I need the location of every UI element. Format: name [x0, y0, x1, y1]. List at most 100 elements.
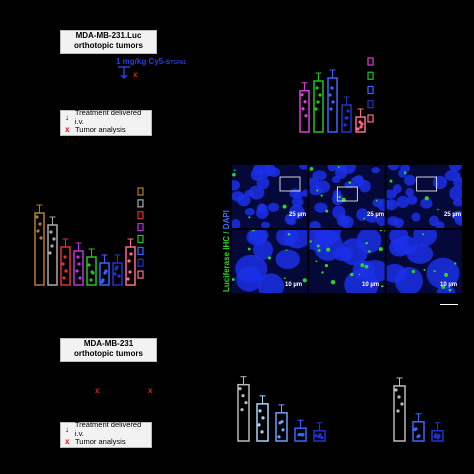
nucleus-blob: [298, 165, 308, 170]
chart-point: [300, 433, 304, 437]
luciferase-signal: [285, 249, 288, 251]
legend-box-bottom: ↓ Treatment delivered i.v. x Tumor analy…: [60, 420, 152, 448]
chart-point: [63, 255, 67, 259]
chart-point: [400, 402, 404, 406]
chart-bar: [47, 224, 58, 286]
luciferase-signal: [232, 278, 235, 281]
chart-point: [240, 408, 244, 412]
legend-row-treatment: ↓ Treatment delivered i.v.: [61, 108, 151, 126]
ihc-axis-sep: /: [222, 229, 231, 236]
luciferase-signal: [365, 241, 368, 245]
nucleus-blob: [376, 215, 385, 226]
chart-bar: [313, 80, 324, 133]
chart-point: [244, 401, 248, 405]
dose-sub: TGFb1: [170, 60, 187, 66]
legend-analysis-label: Tumor analysis: [75, 436, 126, 446]
ihc-axis-blue: DAPI: [222, 210, 231, 230]
chart-point: [238, 387, 242, 391]
nucleus-blob: [289, 188, 301, 199]
luciferase-signal: [348, 181, 352, 184]
nucleus-blob: [404, 174, 416, 186]
luciferase-signal: [315, 260, 318, 263]
chart-point: [433, 435, 437, 439]
nucleus-blob: [435, 221, 445, 228]
chart-point: [330, 86, 334, 90]
chart-point: [318, 93, 322, 97]
chart-point: [78, 276, 82, 280]
chart-bar: [412, 421, 425, 442]
chart-point: [358, 120, 362, 124]
nucleus-blob: [426, 257, 460, 289]
nucleus-blob: [449, 186, 462, 201]
nucleus-blob: [420, 198, 433, 209]
nucleus-blob: [237, 194, 251, 207]
chart-point: [356, 127, 360, 131]
scale-label-top-1: 25 µm: [289, 212, 307, 218]
chart-point: [101, 278, 105, 282]
chart-point: [396, 409, 400, 413]
luciferase-signal: [251, 230, 255, 232]
nucleus-blob: [232, 219, 241, 228]
luciferase-signal: [309, 240, 312, 243]
luciferase-signal: [247, 247, 251, 251]
chart-bar: [393, 385, 406, 442]
luciferase-signal: [448, 288, 452, 292]
chart-point: [260, 430, 264, 434]
nucleus-blob: [314, 202, 328, 213]
nucleus-blob: [454, 211, 462, 226]
chart-point: [241, 394, 245, 398]
legend-swatch: [137, 223, 144, 232]
chart-point: [129, 252, 133, 256]
chart-point: [39, 236, 43, 240]
chart-bar: [60, 246, 71, 286]
chart-point: [394, 388, 398, 392]
nucleus-blob: [253, 239, 273, 260]
luciferase-signal: [358, 273, 361, 276]
x-icon: x: [65, 124, 70, 134]
chart-point: [343, 123, 347, 127]
nucleus-blob: [315, 180, 331, 194]
nucleus-blob: [449, 165, 462, 172]
legend-treatment-label: Treatment delivered i.v.: [74, 108, 142, 126]
nucleus-blob: [396, 195, 410, 208]
tumor-analysis-x-icon: x: [95, 386, 100, 395]
legend-row-analysis: x Tumor analysis: [61, 123, 151, 135]
luciferase-signal: [248, 216, 251, 219]
nucleus-blob: [432, 175, 448, 190]
nucleus-blob: [444, 170, 461, 182]
luciferase-signal: [309, 166, 314, 171]
chart-point: [126, 277, 130, 281]
chart-point: [76, 255, 80, 259]
chart-point: [36, 229, 40, 233]
chart-point: [346, 109, 350, 113]
tumor-model-line2: orthotopic tumors: [74, 349, 143, 358]
nucleus-blob: [309, 230, 333, 251]
scale-label-bottom-1: 10 µm: [285, 282, 303, 288]
chart-point: [281, 428, 285, 432]
tumor-analysis-x-icon: x: [133, 70, 138, 79]
legend-swatch: [367, 85, 374, 95]
chart-bar: [256, 403, 269, 442]
nucleus-blob: [312, 170, 327, 181]
chart-point: [50, 244, 54, 248]
luciferase-signal: [422, 233, 425, 236]
chart-point: [314, 434, 318, 438]
legend-swatch: [137, 234, 144, 244]
luciferase-signal: [379, 230, 383, 232]
ihc-image-grid: [232, 165, 462, 293]
chart-point: [64, 269, 68, 273]
chart-point: [317, 435, 321, 439]
chart-point: [277, 435, 281, 439]
chart-top-right: [299, 57, 374, 133]
nucleus-blob: [452, 198, 462, 207]
legend-row-treatment: ↓ Treatment delivered i.v.: [61, 420, 151, 438]
luciferase-signal: [321, 271, 324, 274]
nucleus-blob: [287, 217, 297, 226]
luciferase-signal: [325, 209, 329, 213]
nucleus-blob: [389, 230, 409, 245]
luciferase-signal: [363, 217, 366, 220]
luciferase-signal: [287, 232, 291, 236]
chart-point: [316, 100, 320, 104]
chart-point: [49, 230, 53, 234]
luciferase-signal: [364, 264, 369, 269]
